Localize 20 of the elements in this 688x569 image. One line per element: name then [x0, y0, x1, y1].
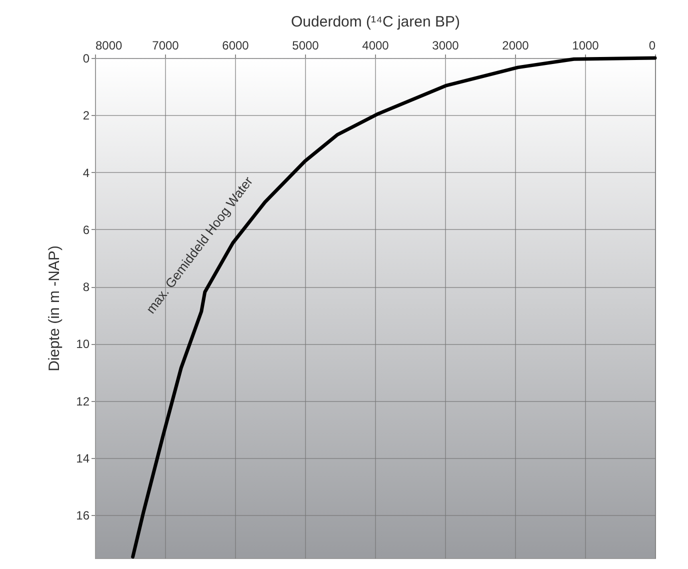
y-tick-label: 2 — [82, 108, 90, 123]
x-tick-label: 4000 — [362, 38, 390, 52]
x-tick-label: 7000 — [152, 38, 180, 52]
x-tick-label: 5000 — [292, 38, 320, 52]
y-tick-label: 4 — [82, 166, 90, 180]
x-tick-label: 2000 — [502, 38, 530, 52]
y-tick-label: 8 — [82, 280, 90, 294]
y-tick-label: 16 — [76, 508, 90, 523]
x-tick-label: 6000 — [222, 38, 250, 52]
x-tick-label: 8000 — [96, 38, 123, 52]
y-tick-label: 0 — [82, 52, 90, 66]
x-tick-label: 0 — [648, 38, 656, 52]
x-tick-label: 1000 — [572, 38, 600, 52]
y-tick-label: 10 — [76, 337, 90, 352]
x-axis-title: Ouderdom (¹⁴C jaren BP) — [291, 14, 460, 30]
x-tick-label: 3000 — [432, 38, 460, 52]
y-axis-title: Diepte (in m -NAP) — [46, 246, 64, 372]
y-tick-label: 14 — [76, 452, 90, 466]
y-tick-label: 12 — [76, 394, 90, 408]
y-tick-label: 6 — [82, 222, 90, 237]
